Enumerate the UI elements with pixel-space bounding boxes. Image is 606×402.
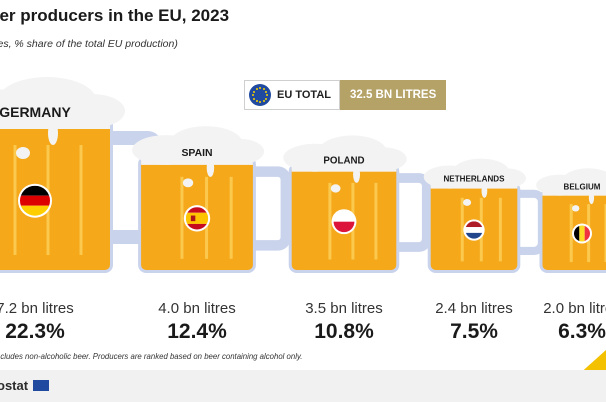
chart-title: eer producers in the EU, 2023 bbox=[0, 6, 230, 25]
poland-flag-icon bbox=[333, 211, 355, 233]
eu-star bbox=[252, 94, 254, 96]
eu-flag-icon bbox=[249, 84, 271, 106]
foam bbox=[291, 157, 397, 172]
foam-drip bbox=[353, 166, 361, 183]
mug-handle bbox=[248, 166, 292, 251]
value-label: 7.2 bn litres bbox=[0, 300, 74, 317]
beer-highlight bbox=[569, 204, 573, 263]
share-label: 10.8% bbox=[314, 320, 374, 343]
eu-total-value: 32.5 BN LITRES bbox=[339, 80, 447, 110]
foam bbox=[542, 185, 606, 196]
logo-text: ostat bbox=[0, 378, 29, 393]
foam-bubble bbox=[182, 178, 194, 188]
beer-highlight bbox=[374, 182, 378, 260]
eu-total-label-box: EU TOTAL bbox=[244, 80, 340, 110]
foam-bubble bbox=[330, 184, 341, 193]
foam-bubble bbox=[463, 198, 472, 206]
value-label: 4.0 bn litres bbox=[158, 300, 236, 317]
country-label: GERMANY bbox=[0, 104, 71, 120]
eurostat-logo: ostat bbox=[0, 378, 50, 393]
chart-subtitle: res, % share of the total EU production) bbox=[0, 38, 178, 50]
beer-highlight bbox=[328, 182, 332, 260]
country-label: BELGIUM bbox=[564, 182, 601, 191]
mug-handle bbox=[392, 173, 432, 252]
country-label: POLAND bbox=[323, 155, 364, 166]
country-label: NETHERLANDS bbox=[443, 175, 505, 184]
eu-star bbox=[252, 90, 255, 93]
eu-star bbox=[262, 87, 265, 90]
beer-highlight bbox=[180, 176, 184, 259]
eu-star bbox=[265, 97, 268, 100]
beer-highlight bbox=[498, 197, 502, 262]
belgium-flag-icon bbox=[574, 225, 590, 242]
eu-star bbox=[252, 97, 255, 100]
eu-star bbox=[265, 90, 268, 93]
spain-flag-icon bbox=[185, 207, 209, 230]
share-label: 6.3% bbox=[558, 320, 606, 343]
beer-highlight bbox=[604, 204, 606, 263]
eu-star bbox=[266, 94, 268, 96]
foam-bubble bbox=[16, 147, 30, 159]
beer-highlight bbox=[229, 176, 233, 259]
foam-drip bbox=[206, 158, 215, 177]
value-label: 2.4 bn litres bbox=[435, 300, 513, 317]
foam-bubble bbox=[571, 205, 580, 212]
eu-star bbox=[255, 87, 258, 90]
germany-flag-icon bbox=[20, 185, 50, 216]
share-label: 22.3% bbox=[5, 320, 65, 343]
value-label: 2.0 bn litres bbox=[543, 300, 606, 317]
share-label: 7.5% bbox=[450, 320, 498, 343]
share-label: 12.4% bbox=[167, 320, 227, 343]
value-label: 3.5 bn litres bbox=[305, 300, 383, 317]
eu-star bbox=[255, 100, 258, 103]
foam-drip bbox=[588, 191, 595, 205]
eu-total-label: EU TOTAL bbox=[277, 89, 331, 101]
netherlands-flag-icon bbox=[465, 221, 483, 239]
foam-drip bbox=[481, 183, 488, 198]
foam-drip bbox=[48, 121, 58, 145]
eu-total-badge: EU TOTAL 32.5 BN LITRES bbox=[244, 80, 447, 110]
eu-star bbox=[259, 101, 261, 103]
country-label: SPAIN bbox=[181, 148, 212, 159]
foam bbox=[141, 149, 253, 165]
beer-highlight bbox=[79, 145, 83, 255]
foam bbox=[0, 109, 110, 129]
eu-star bbox=[259, 87, 261, 89]
footnote: ncludes non-alcoholic beer. Producers ar… bbox=[0, 352, 303, 361]
foam bbox=[430, 177, 518, 189]
eu-mini-flag-icon bbox=[33, 380, 50, 391]
beer-highlight bbox=[13, 145, 17, 255]
footer-bar bbox=[0, 370, 606, 402]
beer-highlight bbox=[460, 197, 464, 262]
eu-star bbox=[262, 100, 265, 103]
